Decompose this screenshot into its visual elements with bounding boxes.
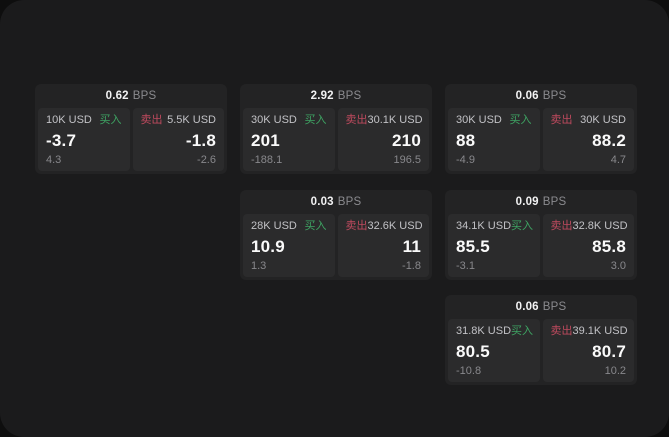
sell-amount: 5.5K USD (167, 114, 216, 126)
buy-amount: 34.1K USD (456, 220, 512, 232)
buy-price: 10.9 (251, 236, 285, 256)
sell-button[interactable]: 卖出 (550, 325, 573, 337)
buy-price: 88 (456, 130, 476, 150)
sell-amount: 30.1K USD (367, 114, 423, 126)
card-header: 0.09 BPS (445, 190, 637, 214)
buy-price: 80.5 (456, 341, 490, 361)
buy-button[interactable]: 买入 (304, 220, 327, 232)
bps-unit-label: BPS (542, 301, 567, 313)
buy-button[interactable]: 买入 (511, 325, 534, 337)
sell-amount: 39.1K USD (572, 325, 628, 337)
card-body: 10K USD 买入 -3.7 4.3 卖出 5.5K USD -1.8 -2.… (35, 108, 227, 174)
buy-sub-value: -10.8 (456, 365, 482, 377)
sell-amount: 32.8K USD (572, 220, 628, 232)
buy-amount: 31.8K USD (456, 325, 512, 337)
bps-unit-label: BPS (132, 90, 157, 102)
buy-button[interactable]: 买入 (99, 114, 122, 126)
card-header: 0.06 BPS (445, 84, 637, 108)
bps-value: 0.09 (515, 196, 539, 208)
card-body: 30K USD 买入 88 -4.9 卖出 30K USD 88.2 4.7 (445, 108, 637, 174)
buy-button[interactable]: 买入 (304, 114, 327, 126)
sell-sub-value: 196.5 (393, 154, 421, 166)
sell-sub-value: -2.6 (197, 154, 216, 166)
buy-button[interactable]: 买入 (511, 220, 534, 232)
sell-tile[interactable]: 卖出 5.5K USD -1.8 -2.6 (132, 108, 224, 171)
bps-value: 0.62 (105, 90, 129, 102)
sell-price: 85.8 (592, 236, 626, 256)
quote-card: 0.06 BPS 30K USD 买入 88 -4.9 卖出 30K USD (445, 84, 637, 174)
bps-value: 0.06 (515, 301, 539, 313)
buy-price: -3.7 (46, 130, 77, 150)
buy-tile[interactable]: 28K USD 买入 10.9 1.3 (243, 214, 335, 277)
sell-tile[interactable]: 卖出 30.1K USD 210 196.5 (337, 108, 429, 171)
card-body: 31.8K USD 买入 80.5 -10.8 卖出 39.1K USD 80.… (445, 319, 637, 385)
bps-value: 0.03 (310, 196, 334, 208)
sell-sub-value: 3.0 (610, 260, 626, 272)
buy-tile[interactable]: 34.1K USD 买入 85.5 -3.1 (448, 214, 540, 277)
sell-tile[interactable]: 卖出 32.6K USD 11 -1.8 (337, 214, 429, 277)
card-header: 2.92 BPS (240, 84, 432, 108)
buy-tile[interactable]: 30K USD 买入 88 -4.9 (448, 108, 540, 171)
card-body: 30K USD 买入 201 -188.1 卖出 30.1K USD 210 1… (240, 108, 432, 174)
buy-button[interactable]: 买入 (509, 114, 532, 126)
quote-card: 0.09 BPS 34.1K USD 买入 85.5 -3.1 卖出 32.8K … (445, 190, 637, 280)
buy-tile[interactable]: 31.8K USD 买入 80.5 -10.8 (448, 319, 540, 382)
sell-sub-value: -1.8 (402, 260, 421, 272)
buy-sub-value: -4.9 (456, 154, 475, 166)
buy-tile[interactable]: 10K USD 买入 -3.7 4.3 (38, 108, 130, 171)
bps-unit-label: BPS (337, 90, 362, 102)
buy-amount: 30K USD (251, 114, 297, 126)
sell-tile[interactable]: 卖出 30K USD 88.2 4.7 (542, 108, 634, 171)
sell-price: 80.7 (592, 341, 626, 361)
bps-value: 2.92 (310, 90, 334, 102)
sell-button[interactable]: 卖出 (345, 220, 368, 232)
buy-sub-value: -188.1 (251, 154, 283, 166)
buy-sub-value: 4.3 (46, 154, 62, 166)
quote-card: 2.92 BPS 30K USD 买入 201 -188.1 卖出 30.1K U… (240, 84, 432, 174)
sell-sub-value: 4.7 (610, 154, 626, 166)
sell-sub-value: 10.2 (604, 365, 626, 377)
quote-card: 0.62 BPS 10K USD 买入 -3.7 4.3 卖出 5.5K USD (35, 84, 227, 174)
sell-price: 88.2 (592, 130, 626, 150)
sell-price: -1.8 (185, 130, 216, 150)
card-header: 0.03 BPS (240, 190, 432, 214)
card-body: 34.1K USD 买入 85.5 -3.1 卖出 32.8K USD 85.8… (445, 214, 637, 280)
bps-unit-label: BPS (542, 90, 567, 102)
sell-button[interactable]: 卖出 (550, 114, 573, 126)
sell-amount: 30K USD (580, 114, 626, 126)
bps-unit-label: BPS (337, 196, 362, 208)
quote-card: 0.03 BPS 28K USD 买入 10.9 1.3 卖出 32.6K USD (240, 190, 432, 280)
quote-card: 0.06 BPS 31.8K USD 买入 80.5 -10.8 卖出 39.1K… (445, 295, 637, 385)
bps-value: 0.06 (515, 90, 539, 102)
sell-tile[interactable]: 卖出 32.8K USD 85.8 3.0 (542, 214, 634, 277)
buy-price: 201 (251, 130, 280, 150)
card-header: 0.62 BPS (35, 84, 227, 108)
buy-sub-value: -3.1 (456, 260, 475, 272)
sell-price: 210 (392, 130, 421, 150)
buy-tile[interactable]: 30K USD 买入 201 -188.1 (243, 108, 335, 171)
card-header: 0.06 BPS (445, 295, 637, 319)
buy-amount: 10K USD (46, 114, 92, 126)
sell-price: 11 (402, 236, 421, 256)
buy-amount: 28K USD (251, 220, 297, 232)
sell-button[interactable]: 卖出 (550, 220, 573, 232)
sell-button[interactable]: 卖出 (345, 114, 368, 126)
buy-amount: 30K USD (456, 114, 502, 126)
buy-price: 85.5 (456, 236, 490, 256)
sell-button[interactable]: 卖出 (140, 114, 163, 126)
sell-tile[interactable]: 卖出 39.1K USD 80.7 10.2 (542, 319, 634, 382)
sell-amount: 32.6K USD (367, 220, 423, 232)
buy-sub-value: 1.3 (251, 260, 267, 272)
bps-unit-label: BPS (542, 196, 567, 208)
card-body: 28K USD 买入 10.9 1.3 卖出 32.6K USD 11 -1.8 (240, 214, 432, 280)
